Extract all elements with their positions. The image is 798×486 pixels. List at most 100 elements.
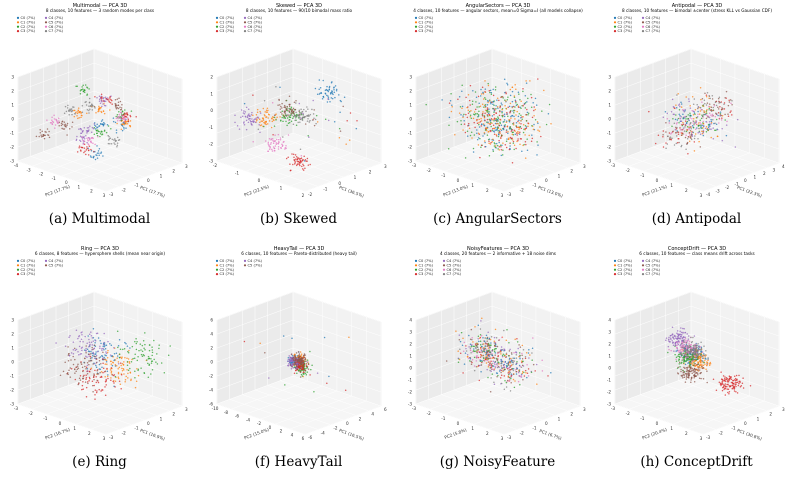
x-tick-label: 2 — [570, 169, 573, 174]
data-point — [702, 134, 705, 137]
subplot-panel: ConceptDrift — PCA 3D 6 classes, 10 featu… — [597, 243, 796, 486]
data-point — [456, 120, 459, 123]
data-point — [97, 337, 100, 339]
data-point — [684, 337, 687, 340]
data-point — [285, 145, 287, 147]
data-point — [246, 116, 249, 118]
data-point — [537, 78, 539, 80]
data-point — [338, 127, 341, 130]
data-point — [327, 90, 330, 93]
data-point — [282, 141, 285, 143]
data-point — [486, 118, 489, 121]
data-point — [121, 356, 123, 358]
data-point — [318, 79, 321, 81]
data-point — [686, 143, 688, 146]
y-tick-label: 1 — [73, 426, 76, 431]
data-point — [700, 348, 703, 350]
data-point — [490, 118, 493, 120]
y-axis-label: PC2 (20.4%) — [641, 427, 667, 441]
data-point — [667, 135, 669, 137]
data-point — [303, 353, 306, 355]
data-point — [480, 88, 482, 91]
data-point — [307, 164, 310, 166]
data-point — [293, 354, 296, 357]
data-point — [259, 131, 261, 133]
data-point — [487, 84, 490, 87]
data-point — [489, 390, 492, 393]
data-point — [255, 113, 258, 116]
data-point — [507, 362, 510, 365]
data-point — [489, 120, 492, 122]
data-point — [476, 129, 478, 131]
data-point — [301, 160, 303, 162]
data-point — [477, 348, 480, 351]
data-point — [674, 335, 677, 337]
legend-marker — [16, 21, 20, 24]
data-point — [702, 132, 704, 134]
data-point — [83, 362, 86, 364]
data-point — [515, 147, 517, 150]
data-point — [293, 359, 295, 361]
data-point — [518, 93, 520, 95]
data-point — [106, 375, 109, 378]
data-point — [688, 340, 691, 343]
data-point — [521, 354, 523, 356]
data-point — [520, 127, 523, 130]
data-point — [106, 123, 109, 126]
data-point — [335, 88, 338, 91]
data-point — [167, 354, 170, 357]
legend-label: C3 (7%) — [220, 29, 235, 33]
plot-subtitle: 6 classes, 10 features — Pareto-distribu… — [241, 251, 357, 256]
data-point — [67, 373, 69, 376]
data-point — [687, 135, 690, 138]
data-point — [303, 160, 306, 162]
data-point — [299, 351, 302, 353]
data-point — [550, 123, 552, 125]
data-point — [706, 364, 708, 366]
data-point — [484, 90, 486, 93]
data-point — [478, 123, 480, 126]
data-point — [696, 123, 698, 126]
data-point — [331, 81, 333, 83]
data-point — [486, 121, 488, 123]
data-point — [303, 155, 305, 158]
data-point — [519, 131, 521, 134]
data-point — [82, 370, 84, 373]
data-point — [330, 97, 333, 99]
data-point — [698, 369, 701, 371]
data-point — [674, 353, 676, 356]
data-point — [710, 109, 712, 111]
data-point — [73, 115, 76, 118]
data-point — [91, 103, 93, 105]
data-point — [511, 105, 513, 108]
data-point — [294, 160, 296, 162]
data-point — [299, 371, 302, 373]
data-point — [99, 376, 102, 379]
data-point — [271, 120, 274, 123]
data-point — [690, 126, 692, 128]
data-point — [678, 351, 680, 353]
data-point — [62, 128, 65, 130]
data-point — [268, 120, 271, 122]
legend-label: C1 (7%) — [21, 263, 36, 267]
data-point — [302, 163, 304, 166]
data-point — [696, 352, 699, 355]
data-point — [490, 370, 492, 373]
data-point — [88, 137, 91, 139]
data-point — [93, 378, 95, 381]
grid — [216, 48, 382, 192]
data-point — [688, 124, 691, 126]
data-point — [473, 356, 476, 359]
data-point — [470, 110, 472, 112]
data-point — [733, 390, 736, 392]
data-point — [457, 357, 460, 360]
y-tick-label: -3 — [611, 406, 616, 411]
data-point — [479, 359, 482, 362]
data-point — [118, 353, 121, 355]
data-point — [693, 381, 696, 383]
data-point — [100, 122, 102, 125]
data-point — [487, 350, 489, 353]
data-point — [715, 118, 718, 121]
data-point — [506, 111, 508, 114]
data-point — [496, 97, 499, 99]
